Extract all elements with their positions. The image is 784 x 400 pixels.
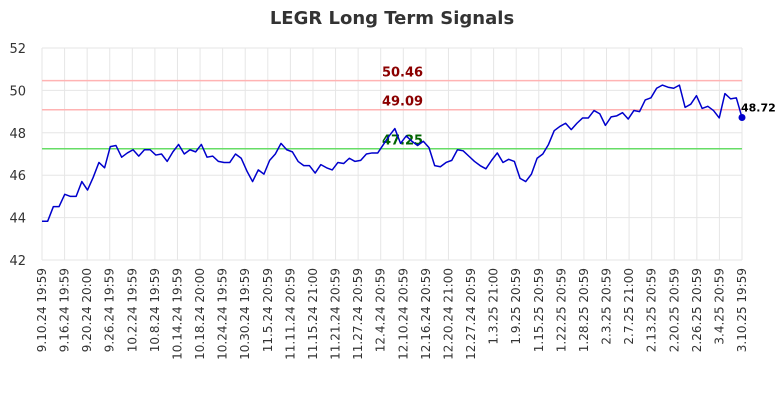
reference-line-label: 50.46 <box>382 66 423 81</box>
x-tick-label: 9.16.24 19:59 <box>58 268 72 352</box>
x-tick-label: 1.3.25 21:00 <box>487 268 501 345</box>
reference-line-label: 49.09 <box>382 95 423 110</box>
x-tick-label: 11.21.24 20:59 <box>329 268 343 360</box>
x-tick-label: 2.26.25 20:59 <box>690 268 704 352</box>
x-tick-label: 11.15.24 21:00 <box>306 268 320 360</box>
x-tick-label: 2.20.25 20:59 <box>667 268 681 352</box>
x-tick-label: 12.27.24 20:59 <box>464 268 478 360</box>
x-tick-label: 3.10.25 19:59 <box>735 268 749 352</box>
x-tick-label: 10.30.24 19:59 <box>238 268 252 360</box>
x-tick-label: 10.24.24 19:59 <box>216 268 230 360</box>
x-tick-label: 11.27.24 20:59 <box>351 268 365 360</box>
x-tick-label: 9.20.24 20:00 <box>80 268 94 352</box>
y-tick-label: 44 <box>9 212 26 227</box>
last-value-label: 48.72 <box>741 102 776 115</box>
y-tick-label: 48 <box>9 127 26 142</box>
x-tick-label: 10.18.24 20:00 <box>193 268 207 360</box>
x-tick-label: 12.10.24 20:59 <box>396 268 410 360</box>
x-tick-label: 9.26.24 19:59 <box>103 268 117 352</box>
series: 48.72 <box>42 84 776 222</box>
x-tick-label: 1.9.25 20:59 <box>509 268 523 345</box>
x-tick-label: 12.20.24 21:00 <box>441 268 455 360</box>
x-tick-label: 2.7.25 21:00 <box>622 268 636 345</box>
y-tick-label: 50 <box>9 84 26 99</box>
x-tick-label: 12.16.24 20:59 <box>419 268 433 360</box>
x-tick-label: 2.13.25 20:59 <box>645 268 659 352</box>
x-tick-label: 12.4.24 20:59 <box>374 268 388 352</box>
x-tick-label: 11.5.24 20:59 <box>261 268 275 352</box>
y-tick-label: 52 <box>9 42 26 57</box>
x-tick-label: 10.14.24 19:59 <box>170 268 184 360</box>
x-tick-label: 1.15.25 20:59 <box>532 268 546 352</box>
x-tick-label: 11.11.24 20:59 <box>283 268 297 360</box>
x-tick-label: 10.2.24 19:59 <box>125 268 139 352</box>
x-tick-label: 10.8.24 19:59 <box>148 268 162 352</box>
x-tick-label: 2.3.25 20:59 <box>600 268 614 345</box>
price-series-line <box>42 84 743 222</box>
chart-title: LEGR Long Term Signals <box>269 8 515 29</box>
y-tick-label: 46 <box>9 169 26 184</box>
x-tick-label: 1.22.25 20:59 <box>554 268 568 352</box>
x-tick-label: 3.4.25 20:59 <box>712 268 726 345</box>
x-tick-label: 9.10.24 19:59 <box>35 268 49 352</box>
axes: 42 44 46 48 50 52 9.10.24 19:59 9.16.24 19:59 9.… <box>9 42 749 360</box>
last-value-marker <box>738 114 746 122</box>
x-tick-label: 1.28.25 20:59 <box>577 268 591 352</box>
y-tick-label: 42 <box>9 254 26 269</box>
